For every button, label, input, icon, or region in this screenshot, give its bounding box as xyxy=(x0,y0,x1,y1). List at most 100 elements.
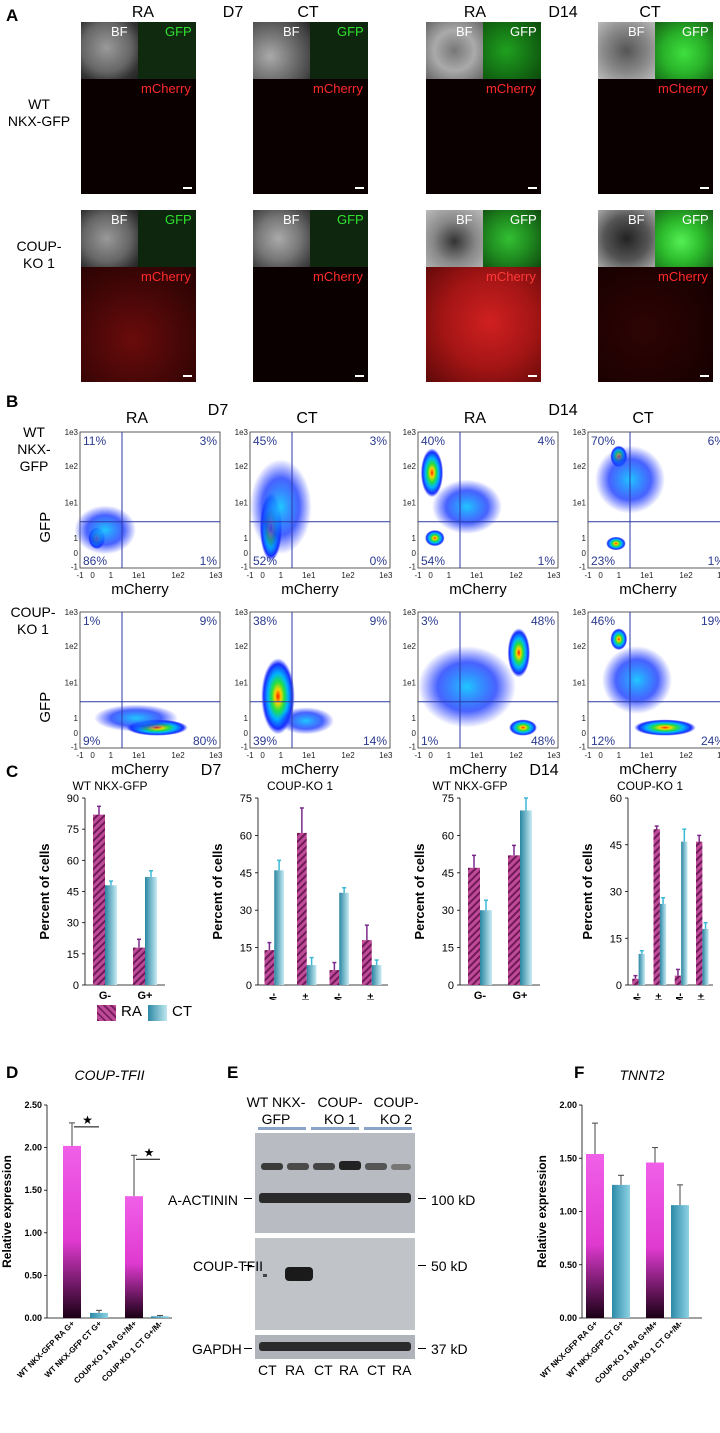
blot-gapdh-panel xyxy=(255,1335,415,1359)
flow-x-label: mCherry xyxy=(281,581,339,598)
flow-y-tick: 1e3 xyxy=(403,428,417,437)
flow-x-tick: 1 xyxy=(279,751,284,760)
flow-x-tick: 1 xyxy=(617,571,622,580)
expr-y-label: Relative expression xyxy=(535,1155,549,1268)
bar-y-tick: 75 xyxy=(240,793,252,805)
flow-y-tick: 1 xyxy=(412,534,417,543)
bar-ct xyxy=(371,965,382,985)
bar-category: G+ xyxy=(138,990,153,1000)
significance-star: ★ xyxy=(144,1145,155,1159)
flow-x-tick: 1e3 xyxy=(379,751,393,760)
flow-x-tick: 0 xyxy=(90,751,95,760)
quadrant-upper-right: 3% xyxy=(200,434,218,448)
quadrant-upper-right: 19% xyxy=(701,614,720,628)
flow-population xyxy=(94,704,178,732)
bar-header-d7: D7 xyxy=(200,762,222,779)
bar-y-tick: 30 xyxy=(442,905,454,917)
flow-y-tick: 0 xyxy=(244,729,249,738)
quadrant-lower-right: 1% xyxy=(708,554,720,568)
bar-category: G-/M+ xyxy=(654,993,665,1000)
flow-x-tick: 1e2 xyxy=(171,751,185,760)
flow-y-tick: 0 xyxy=(582,729,587,738)
flow-x-tick: 1e3 xyxy=(209,751,223,760)
blot-size-100: 100 kD xyxy=(431,1192,476,1208)
flow-y-tick: 1e1 xyxy=(65,679,79,688)
flow-y-tick: 1e1 xyxy=(235,679,249,688)
flow-population xyxy=(606,536,626,551)
bar-ra xyxy=(133,947,145,985)
quadrant-upper-right: 6% xyxy=(708,434,720,448)
quadrant-lower-left: 1% xyxy=(421,734,439,748)
blot-group-ko1: COUP- KO 1 xyxy=(317,1094,363,1127)
bar-ra xyxy=(329,970,340,985)
flow-y-tick: 1e3 xyxy=(573,608,587,617)
flow-x-tick: 1 xyxy=(447,751,452,760)
micrograph-ko-ra-d7: BF GFP mCherry xyxy=(81,210,196,382)
bar-y-tick: 0 xyxy=(73,980,79,992)
bar-ra xyxy=(468,867,480,985)
bar-category: G+/M- xyxy=(675,993,686,1000)
bar-ra xyxy=(297,832,307,985)
flow-population xyxy=(432,479,502,534)
quadrant-lower-right: 24% xyxy=(701,734,720,748)
flow-x-label: mCherry xyxy=(281,761,339,778)
flow-x-tick: 1e3 xyxy=(717,751,720,760)
flow-x-tick: 1 xyxy=(109,571,114,580)
flow-population xyxy=(602,646,672,714)
bar-y-tick: 30 xyxy=(610,887,622,899)
flow-population xyxy=(418,646,516,728)
quadrant-upper-left: 70% xyxy=(591,434,615,448)
bar-ra xyxy=(696,841,703,985)
flow-y-tick: 1e2 xyxy=(573,462,587,471)
bar-category: G- xyxy=(474,990,487,1000)
legend-swatch-ra xyxy=(97,1005,116,1021)
flow-y-tick: 1e3 xyxy=(235,428,249,437)
flow-x-tick: 1e3 xyxy=(717,571,720,580)
expression-bar xyxy=(646,1162,664,1318)
bar-category: G+/M+ xyxy=(696,993,707,1000)
bar-category: G+/M- xyxy=(333,993,344,1000)
bar-y-tick: 60 xyxy=(240,830,252,842)
blot-coup-tfii-panel xyxy=(255,1238,415,1330)
percent-bar-chart: WT NKX-GFP 0 15 30 45 60 75 Percent of cells G- G… xyxy=(412,779,540,1000)
flow-x-tick: 0 xyxy=(598,571,603,580)
bar-chart-title: COUP-KO 1 xyxy=(617,779,683,793)
legend-label-ra: RA xyxy=(121,1003,142,1020)
flow-y-tick: 0 xyxy=(74,729,79,738)
expression-bar xyxy=(671,1205,689,1318)
flow-x-tick: 1 xyxy=(109,751,114,760)
blot-row-actinin: A-ACTININ xyxy=(168,1192,238,1208)
bar-y-tick: 75 xyxy=(67,824,79,836)
bar-y-tick: 0 xyxy=(246,980,252,992)
bar-y-label: Percent of cells xyxy=(580,843,595,939)
flow-y-tick: 1e2 xyxy=(235,462,249,471)
flow-x-tick: -1 xyxy=(584,571,592,580)
flow-y-tick: 0 xyxy=(244,549,249,558)
bar-ct xyxy=(274,870,284,985)
quadrant-upper-right: 9% xyxy=(200,614,218,628)
row-label-ko: COUP- KO 1 xyxy=(16,238,62,271)
flow-y-tick: 1e2 xyxy=(235,642,249,651)
bar-ra xyxy=(653,829,660,985)
bar-category: G- xyxy=(99,990,112,1000)
flow-x-label: mCherry xyxy=(111,581,169,598)
expression-chart-title: TNNT2 xyxy=(619,1067,664,1083)
flow-y-tick: 1e1 xyxy=(573,499,587,508)
flow-plot: 70% 6% 23% 1% -1 0 1 1e1 1e2 1e3 1e3 1e2 1e1 1 0 -1 mChe… xyxy=(573,428,720,598)
quadrant-lower-right: 1% xyxy=(200,554,218,568)
flow-header-d7: D7 xyxy=(207,402,229,419)
expression-bar xyxy=(151,1316,169,1318)
quadrant-lower-left: 54% xyxy=(421,554,445,568)
bar-ra xyxy=(674,975,682,985)
quadrant-lower-left: 9% xyxy=(83,734,101,748)
flow-y-tick: 1e2 xyxy=(65,462,79,471)
bar-y-label: Percent of cells xyxy=(37,843,52,939)
flow-population xyxy=(634,719,696,736)
micrograph-ko-ct-d14: BF GFP mCherry xyxy=(598,210,713,382)
flow-plot: 45% 3% 52% 0% -1 0 1 1e1 1e2 1e3 1e3 1e2 1e1 1 0 -1 mChe… xyxy=(235,428,393,598)
flow-population xyxy=(74,505,136,555)
flow-y-tick: 1e3 xyxy=(573,428,587,437)
flow-plot: 38% 9% 39% 14% -1 0 1 1e1 1e2 1e3 1e3 1e2 1e1 1 0 -1 mCh… xyxy=(235,608,393,778)
quadrant-upper-left: 11% xyxy=(83,434,106,448)
panel-label-e: E xyxy=(227,1063,239,1082)
